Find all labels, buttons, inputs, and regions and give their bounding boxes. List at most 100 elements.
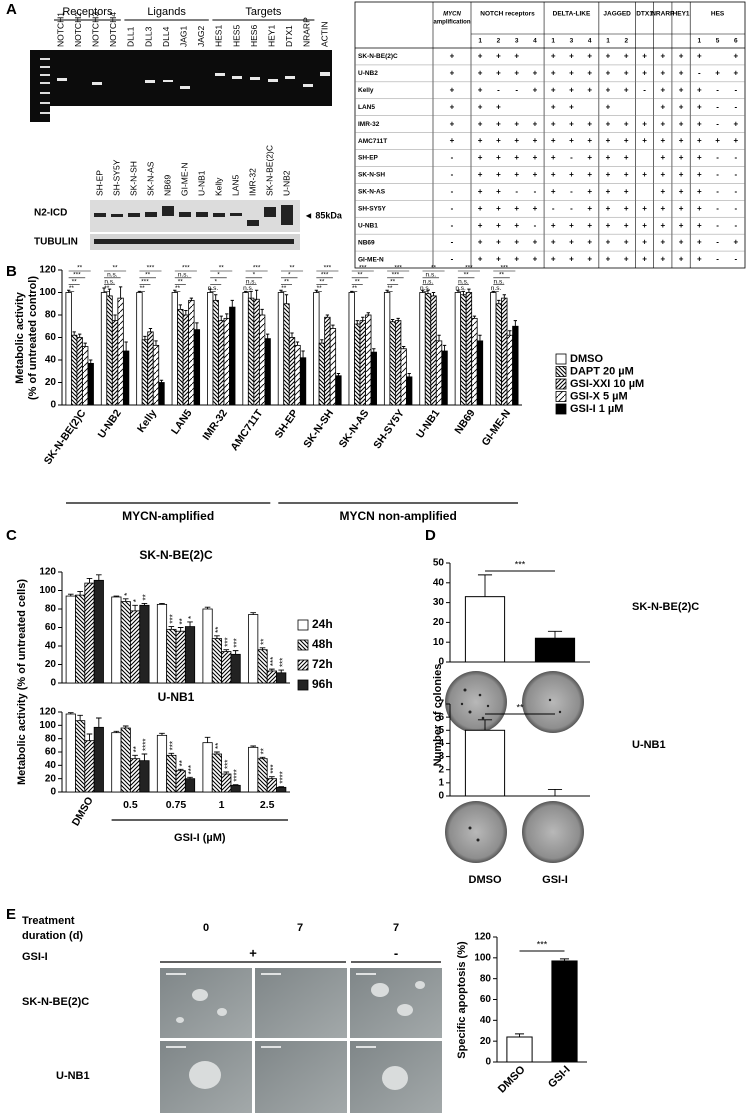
y-axis-label: Metabolic activity	[14, 291, 26, 384]
y-tick-label: 120	[39, 265, 56, 276]
significance: **	[104, 285, 110, 292]
y-tick-label: 3	[438, 751, 444, 762]
table-cell: +	[606, 255, 611, 264]
bar	[424, 293, 432, 406]
bar	[230, 784, 241, 793]
lane-label: U-NB1	[196, 170, 206, 196]
table-cell: +	[450, 102, 455, 111]
lane-label: SK-N-BE(2)C	[264, 145, 274, 196]
group-label: MYCN-amplified	[122, 509, 214, 523]
bar	[129, 610, 141, 684]
group-label: Receptors	[62, 6, 113, 18]
row-label: SK-N-SH	[358, 172, 385, 179]
table-cell: -	[570, 187, 573, 196]
table-cell: -	[515, 85, 518, 94]
colony-dish	[445, 801, 507, 863]
error-bar	[284, 294, 289, 304]
bar	[223, 317, 230, 406]
y-tick-label: 40	[480, 1015, 492, 1026]
bar	[207, 292, 214, 406]
y-tick-label: 0	[438, 657, 444, 668]
significance: ***	[537, 939, 548, 949]
significance: n.s.	[208, 285, 219, 292]
bar	[202, 742, 213, 793]
error-bar	[168, 626, 175, 630]
table-cell: -	[451, 221, 454, 230]
significance: n.s.	[104, 278, 115, 285]
error-bar	[547, 788, 563, 796]
error-bar	[265, 333, 270, 339]
table-cell: +	[587, 153, 592, 162]
table-cell: +	[478, 204, 483, 213]
table-cell: +	[478, 136, 483, 145]
table-cell: +	[660, 85, 665, 94]
error-bar	[173, 289, 177, 293]
bar	[84, 740, 95, 793]
error-bar	[437, 334, 441, 341]
table-cell: +	[551, 102, 556, 111]
significance: **	[357, 272, 363, 279]
lane-label: HEY1	[266, 25, 276, 47]
bar	[534, 637, 576, 663]
x-tick-label: SK-N-SH	[301, 407, 336, 450]
error-bar	[77, 590, 83, 596]
lane-label: NOTCH4	[108, 12, 118, 47]
table-cell: +	[606, 136, 611, 145]
bar	[266, 670, 277, 684]
significance: *	[123, 593, 132, 596]
error-bar	[154, 340, 158, 346]
significance: ***	[223, 637, 232, 646]
significance: *	[187, 616, 196, 619]
y-tick-label: 20	[480, 1036, 492, 1047]
legend-label: GSI-XXI 10 µM	[570, 378, 644, 390]
table-cell: +	[450, 85, 455, 94]
bar	[283, 303, 290, 406]
significance: n.s.	[246, 278, 257, 285]
error-bar	[77, 714, 83, 721]
y-tick-label: 40	[45, 355, 57, 366]
table-subheader: 1	[698, 38, 702, 45]
significance: **	[260, 639, 269, 645]
significance: ***	[269, 657, 278, 666]
table-cell: +	[569, 68, 574, 77]
table-cell: +	[587, 170, 592, 179]
bar	[211, 638, 222, 684]
y-tick-label: 2	[438, 764, 444, 775]
significance: *	[214, 278, 217, 285]
table-cell: +	[606, 221, 611, 230]
table-cell: +	[697, 52, 702, 61]
table-cell: +	[514, 255, 519, 264]
table-cell: +	[514, 221, 519, 230]
table-cell: +	[587, 221, 592, 230]
bar	[129, 758, 141, 793]
bar	[464, 596, 506, 663]
significance: ***	[324, 265, 332, 272]
micrographs	[160, 968, 442, 1113]
error-bar	[325, 314, 330, 318]
error-bar	[96, 574, 102, 581]
y-tick-label: 10	[433, 637, 445, 648]
significance: ***	[141, 278, 149, 285]
table-cell: +	[624, 204, 629, 213]
table-cell: -	[716, 170, 719, 179]
error-bar	[124, 341, 128, 351]
legend-label: 72h	[312, 657, 333, 671]
table-cell: +	[660, 170, 665, 179]
bar	[156, 734, 168, 793]
error-bar	[122, 725, 129, 728]
bar	[221, 773, 232, 793]
table-cell: +	[697, 102, 702, 111]
table-cell: +	[587, 52, 592, 61]
table-cell: +	[496, 52, 501, 61]
table-cell: +	[551, 153, 556, 162]
error-bar	[96, 717, 102, 728]
table-cell: +	[478, 153, 483, 162]
table-cell: +	[551, 85, 556, 94]
row-label: SK-N-AS	[358, 189, 386, 196]
error-bar	[467, 288, 471, 293]
table-cell: +	[624, 119, 629, 128]
error-bar	[269, 668, 275, 671]
lane-label: NRARP	[302, 17, 312, 47]
table-cell: +	[606, 170, 611, 179]
